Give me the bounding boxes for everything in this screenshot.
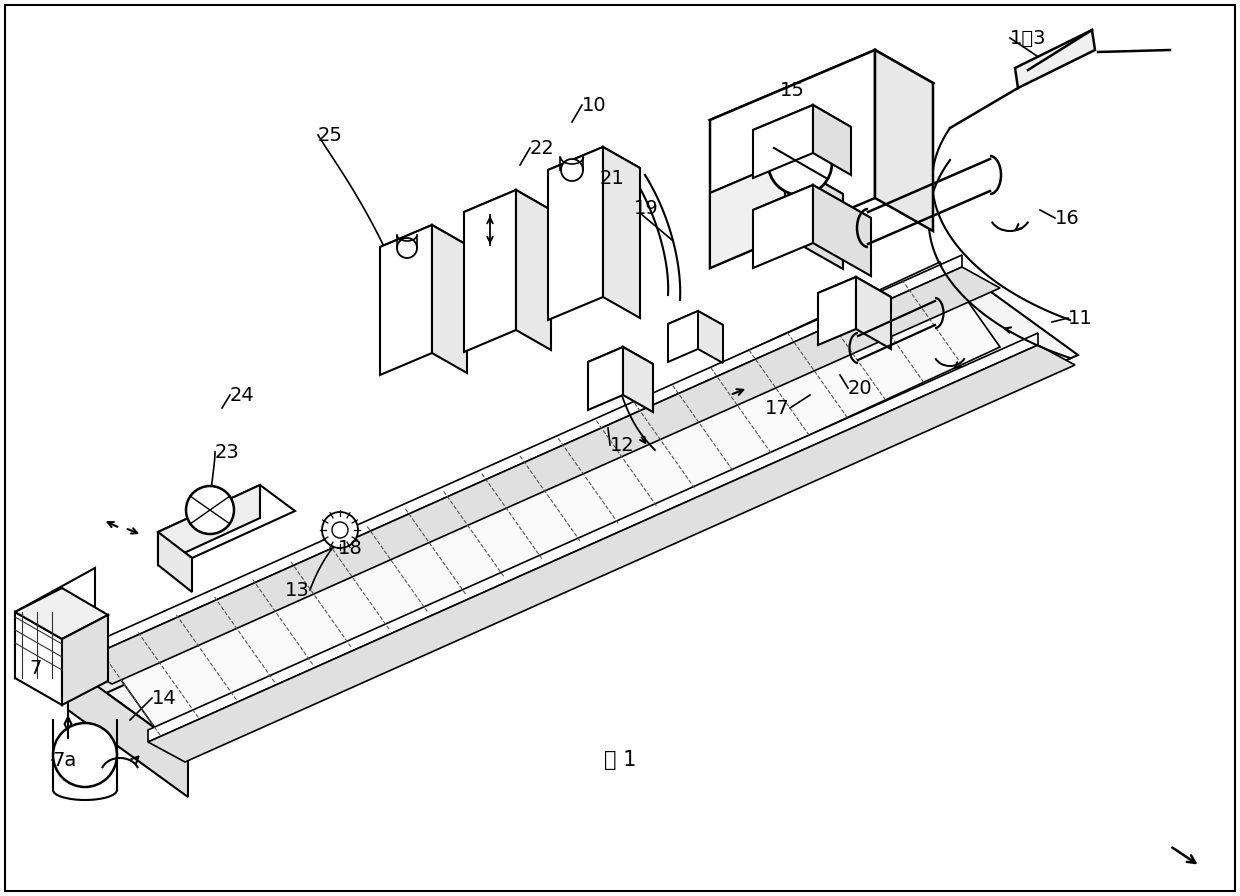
Text: 13: 13 — [285, 581, 310, 599]
Text: 10: 10 — [582, 96, 606, 115]
Polygon shape — [668, 311, 723, 338]
Circle shape — [332, 522, 348, 538]
Polygon shape — [379, 225, 432, 375]
Text: 7: 7 — [30, 659, 42, 677]
Polygon shape — [68, 268, 1078, 752]
Text: 7a: 7a — [52, 751, 76, 770]
Polygon shape — [15, 568, 95, 678]
Polygon shape — [753, 105, 851, 152]
Circle shape — [768, 131, 832, 195]
Text: 19: 19 — [634, 199, 658, 218]
Polygon shape — [753, 185, 813, 268]
Circle shape — [53, 723, 117, 787]
Text: 12: 12 — [610, 435, 635, 454]
Polygon shape — [68, 268, 959, 710]
Polygon shape — [157, 532, 192, 592]
Polygon shape — [818, 277, 856, 345]
Polygon shape — [711, 50, 932, 153]
Text: 1或3: 1或3 — [1011, 29, 1047, 47]
Circle shape — [186, 486, 234, 534]
Polygon shape — [813, 185, 870, 276]
Polygon shape — [148, 345, 1075, 762]
Polygon shape — [603, 147, 640, 318]
Text: 16: 16 — [1055, 209, 1080, 228]
Polygon shape — [668, 311, 698, 362]
Polygon shape — [588, 347, 622, 410]
Polygon shape — [548, 147, 603, 320]
Text: 17: 17 — [765, 399, 790, 418]
Text: 21: 21 — [600, 168, 625, 187]
Polygon shape — [464, 190, 516, 352]
Text: 23: 23 — [215, 443, 239, 461]
Polygon shape — [548, 147, 640, 191]
Text: 14: 14 — [153, 688, 177, 708]
Polygon shape — [698, 311, 723, 363]
Polygon shape — [464, 190, 551, 232]
Polygon shape — [753, 185, 870, 243]
Polygon shape — [818, 277, 892, 313]
Circle shape — [397, 238, 417, 258]
Polygon shape — [74, 255, 962, 663]
Text: 22: 22 — [529, 139, 554, 158]
Text: 25: 25 — [317, 125, 343, 144]
Polygon shape — [753, 105, 813, 178]
Polygon shape — [157, 485, 260, 565]
Polygon shape — [62, 615, 108, 705]
Circle shape — [322, 512, 358, 548]
Polygon shape — [856, 277, 892, 349]
Polygon shape — [1016, 30, 1095, 88]
Polygon shape — [875, 50, 932, 231]
Text: 15: 15 — [780, 81, 805, 99]
Polygon shape — [68, 665, 188, 797]
Polygon shape — [711, 161, 785, 268]
Polygon shape — [813, 105, 851, 175]
Polygon shape — [15, 612, 62, 705]
Polygon shape — [711, 50, 875, 268]
Text: 图 1: 图 1 — [604, 750, 636, 770]
Polygon shape — [100, 262, 999, 735]
Text: 24: 24 — [229, 385, 254, 404]
Polygon shape — [622, 347, 653, 412]
Polygon shape — [711, 161, 843, 226]
Text: 18: 18 — [339, 538, 363, 557]
Circle shape — [560, 159, 583, 181]
Polygon shape — [157, 485, 295, 558]
Polygon shape — [148, 333, 1038, 742]
Polygon shape — [74, 267, 999, 684]
Polygon shape — [588, 347, 653, 379]
Text: 11: 11 — [1068, 308, 1092, 328]
Polygon shape — [432, 225, 467, 373]
Polygon shape — [785, 161, 843, 269]
Polygon shape — [15, 588, 108, 639]
Polygon shape — [379, 225, 467, 267]
Polygon shape — [516, 190, 551, 350]
Text: 20: 20 — [848, 378, 873, 398]
